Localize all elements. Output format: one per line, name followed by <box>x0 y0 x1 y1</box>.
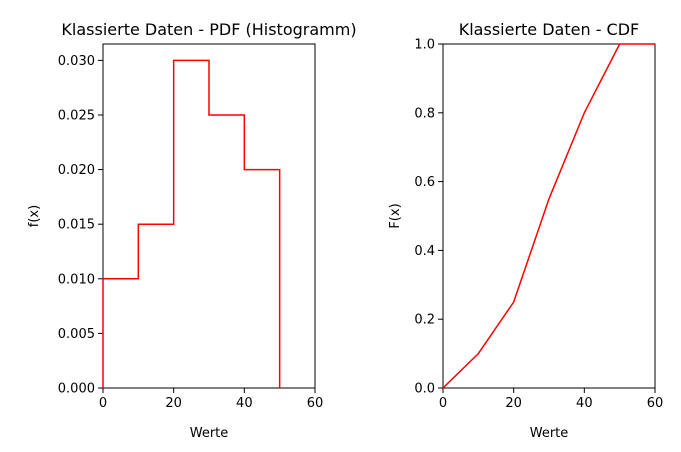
chart2-ytick-label: 1.0 <box>414 38 435 53</box>
chart1-xtick-label: 60 <box>307 396 324 411</box>
chart1-ytick-label: 0.025 <box>58 108 95 123</box>
chart2-ytick-label: 0.4 <box>414 244 435 259</box>
chart1-ytick-label: 0.010 <box>58 272 95 287</box>
chart1-ytick-label: 0.020 <box>58 163 95 178</box>
chart2-ytick-label: 0.0 <box>414 382 435 397</box>
chart2-ticks: 0 20 40 60 0.0 0.2 0.4 0.6 0.8 1.0 <box>414 38 663 412</box>
chart2-series-line <box>442 43 655 389</box>
chart1-ylabel: f(x) <box>27 205 42 227</box>
chart2-xtick-label: 0 <box>439 396 447 411</box>
chart2-ytick-label: 0.6 <box>414 175 435 190</box>
chart2-series <box>442 43 655 389</box>
chart1-xtick-label: 0 <box>99 396 107 411</box>
chart1-xtick-label: 40 <box>236 396 253 411</box>
chart2-title: Klassierte Daten - CDF <box>459 20 640 39</box>
chart1-ytick-label: 0.000 <box>58 382 95 397</box>
chart1-ticks: 0 20 40 60 0.000 0.005 0.010 0.015 0.020 0.025 0.0… <box>58 54 323 411</box>
chart2-plot-frame <box>442 43 656 389</box>
chart1-ytick-label: 0.030 <box>58 54 95 69</box>
chart2-ylabel: F(x) <box>388 203 403 228</box>
chart1-series-line <box>102 59 281 388</box>
chart2-xtick-label: 60 <box>647 396 664 411</box>
chart1-xlabel: Werte <box>190 426 229 441</box>
chart2-xlabel: Werte <box>530 426 569 441</box>
chart2-ytick-label: 0.2 <box>414 313 435 328</box>
chart2-xtick-label: 20 <box>505 396 522 411</box>
chart1-ytick-label: 0.005 <box>58 327 95 342</box>
chart2-ytick-label: 0.8 <box>414 106 435 121</box>
chart2-xtick-label: 40 <box>576 396 593 411</box>
chart1-title: Klassierte Daten - PDF (Histogramm) <box>61 20 356 39</box>
chart1-plot-frame <box>102 43 316 389</box>
chart1-series <box>102 59 281 388</box>
chart1-ytick-label: 0.015 <box>58 218 95 233</box>
chart1-xtick-label: 20 <box>165 396 182 411</box>
